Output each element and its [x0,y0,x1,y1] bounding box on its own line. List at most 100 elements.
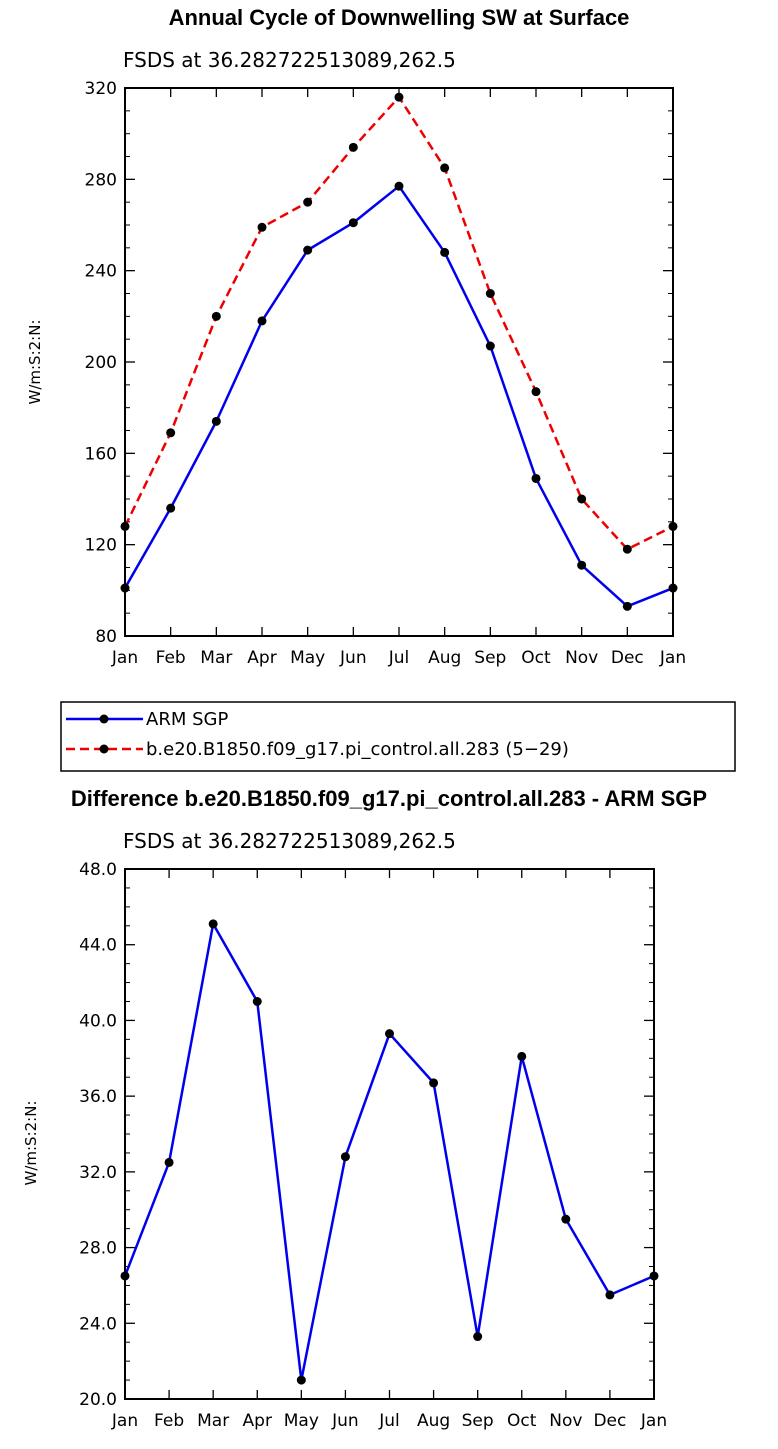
chart1-series-0-point [303,245,313,255]
chart2-series-0-point [296,1375,306,1385]
chart1-ytick-label: 320 [85,79,117,99]
chart1-xtick-label: Feb [156,648,186,668]
chart2-series-0-point [164,1157,174,1167]
chart1-ytick-label: 240 [85,262,117,282]
chart1-series-0-point [394,181,404,191]
chart2-series-0-point [517,1051,527,1061]
chart2-series-0-point [208,919,218,929]
chart1-ytick-label: 200 [85,353,117,373]
chart1-series-1-point [485,289,495,298]
chart2-series-0-point [561,1214,571,1224]
chart1-xtick-label: May [290,648,325,668]
chart1-title: Annual Cycle of Downwelling SW at Surfac… [169,5,630,30]
chart2-ytick-label: 28.0 [79,1239,117,1259]
chart2-ytick-label: 32.0 [79,1163,117,1183]
chart1-series-1-point [211,311,221,321]
chart1-series-0-point [120,583,130,593]
chart2-xtick-label: Apr [243,1411,272,1431]
chart2-xtick-label: Sep [462,1411,494,1431]
legend-box [60,701,736,772]
chart2-ytick-label: 24.0 [79,1314,117,1334]
chart1-ytick-label: 80 [95,627,117,647]
chart1-series-1-point [166,428,176,438]
legend-label-model: b.e20.B1850.f09_g17.pi_control.all.283 (… [146,739,569,760]
chart1-series-1-point [394,92,404,102]
chart2-series-0-point [385,1029,394,1039]
legend-label-arm: ARM SGP [146,709,228,730]
legend-marker-arm [99,714,109,724]
chart1-xtick-label: Jan [111,648,138,668]
chart1-series-1-point [668,521,678,531]
chart1-ytick-label: 280 [85,170,117,190]
chart1-series-0-point [166,503,176,513]
chart1-series-0-point [348,218,358,228]
chart1-series-0-point [257,316,267,326]
chart1-ylabel: W/m:S:2:N: [26,320,44,405]
chart1-series-1-point [622,544,632,554]
chart2-series-0-point [649,1271,659,1281]
chart2-series-0-line [123,922,655,1382]
chart2-series-0-point [429,1078,439,1088]
chart1-series-1-point [577,494,587,504]
chart2-xtick-label: Jan [111,1411,138,1431]
chart1-series-1-point [257,222,267,232]
chart1-series-0-point [531,473,541,483]
legend-marker-model [99,744,109,754]
chart1-xtick-label: Dec [611,648,644,668]
chart1-series-1-line [123,95,674,551]
chart1-xtick-label: Sep [474,648,506,668]
chart2-series-0-point [473,1332,483,1342]
chart2-xtick-label: May [284,1411,319,1431]
chart1-xtick-label: Aug [428,648,461,668]
chart1-series-1-point [440,163,450,173]
chart1-xtick-label: Jan [659,648,686,668]
chart2-plot: Jan Feb Mar Apr May Jun Jul Aug Sep Oct Nov Dec Jan2… [79,860,667,1431]
chart2-frame [124,868,655,1400]
chart1-series-0-point [577,560,587,570]
chart2-xtick-label: Jun [331,1411,359,1431]
chart1-series-1-point [120,521,130,531]
chart1-series-0-line [123,184,674,608]
chart2-xtick-label: Mar [197,1411,229,1431]
chart2-series-0-point [252,997,262,1006]
chart2-xtick-label: Oct [507,1411,537,1431]
chart1-series-1-point [531,387,541,397]
chart1-series-0-point [668,583,678,593]
chart2-series-0-point [340,1152,350,1162]
chart1-xtick-label: Apr [247,648,276,668]
chart1-legend: ARM SGP b.e20.B1850.f09_g17.pi_control.a… [60,701,736,772]
chart2-xtick-label: Nov [549,1411,582,1431]
chart1-series-0-point [622,601,632,611]
chart1-xtick-label: Jul [388,648,410,668]
chart1-plot: Jan Feb Mar Apr May Jun Jul Aug Sep Oct Nov Dec Jan8… [85,79,687,668]
chart2-ytick-label: 48.0 [79,860,117,880]
chart2-ytick-label: 36.0 [79,1087,117,1107]
chart1-xtick-label: Oct [521,648,551,668]
chart2-xtick-label: Feb [154,1411,184,1431]
chart1-frame [124,87,674,637]
chart2-series-0-point [120,1271,130,1281]
chart2-xtick-label: Dec [593,1411,626,1431]
chart2-subtitle: FSDS at 36.282722513089,262.5 [123,829,456,853]
chart2-ytick-label: 40.0 [79,1011,117,1031]
chart2-xtick-label: Aug [417,1411,450,1431]
chart1-series-0-point [485,341,495,351]
chart1-xtick-label: Nov [565,648,598,668]
chart1-series-0-point [440,247,450,257]
chart1-ytick-label: 120 [85,536,117,556]
chart2-ytick-label: 44.0 [79,936,117,956]
chart1-ytick-label: 160 [85,444,117,464]
chart1-xtick-label: Mar [200,648,232,668]
chart2-ylabel: W/m:S:2:N: [22,1101,40,1186]
chart1-series-0-point [211,416,221,426]
chart1-xtick-label: Jun [339,648,367,668]
chart1-subtitle: FSDS at 36.282722513089,262.5 [123,48,456,72]
chart2-xtick-label: Jul [378,1411,400,1431]
chart2-title: Difference b.e20.B1850.f09_g17.pi_contro… [71,786,707,811]
chart1-series-1-point [303,197,313,207]
chart1-series-1-point [348,142,358,152]
chart2-xtick-label: Jan [640,1411,667,1431]
chart2-series-0-point [605,1290,615,1300]
chart2-ytick-label: 20.0 [79,1390,117,1410]
